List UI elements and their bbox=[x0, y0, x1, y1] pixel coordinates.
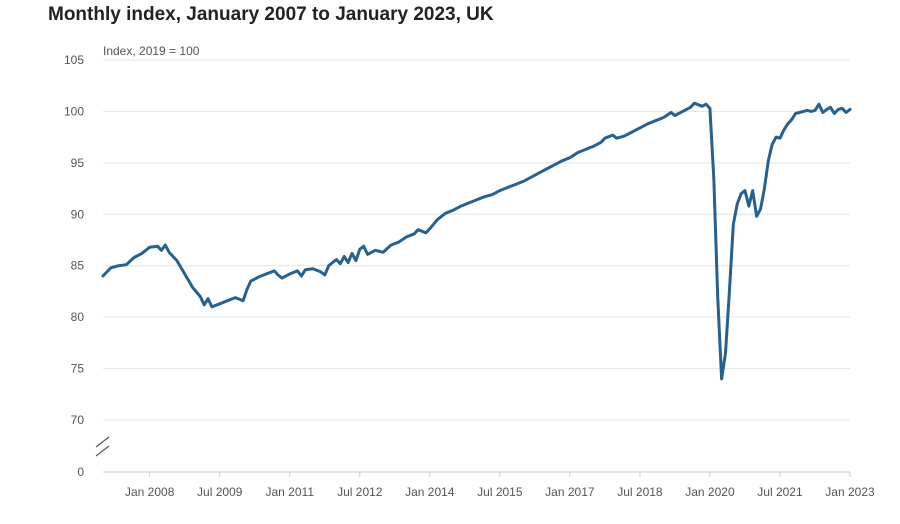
y-tick-label: 95 bbox=[71, 156, 85, 170]
x-tick-label: Jul 2021 bbox=[757, 485, 803, 499]
x-tick-labels: Jan 2008 Jul 2009 Jan 2011 Jul 2012 Jan 2014… bbox=[125, 485, 875, 499]
y-tick-label: 75 bbox=[71, 362, 85, 376]
y-tick-label: 85 bbox=[71, 259, 85, 273]
axis-break-mark bbox=[95, 445, 110, 457]
x-tick-label: Jul 2015 bbox=[477, 485, 523, 499]
axes bbox=[95, 436, 851, 477]
y-tick-label: 105 bbox=[64, 53, 84, 67]
y-tick-label: 0 bbox=[77, 465, 84, 479]
y-tick-label: 70 bbox=[71, 413, 85, 427]
chart-title: Monthly index, January 2007 to January 2… bbox=[48, 4, 494, 25]
x-tick-label: Jan 2008 bbox=[125, 485, 175, 499]
axis-break-mark bbox=[95, 436, 110, 448]
series-layer bbox=[101, 101, 852, 381]
y-tick-label: 100 bbox=[64, 104, 84, 118]
x-tick-label: Jan 2023 bbox=[825, 485, 875, 499]
x-tick-label: Jan 2020 bbox=[685, 485, 735, 499]
x-tick-label: Jan 2017 bbox=[545, 485, 595, 499]
x-tick-label: Jul 2018 bbox=[617, 485, 663, 499]
y-tick-label: 90 bbox=[71, 207, 85, 221]
x-tick-label: Jul 2009 bbox=[197, 485, 243, 499]
x-tick-label: Jan 2011 bbox=[266, 485, 315, 499]
y-unit-label: Index, 2019 = 100 bbox=[103, 44, 200, 58]
gridlines bbox=[103, 59, 850, 421]
x-tick-label: Jan 2014 bbox=[405, 485, 455, 499]
series-line bbox=[101, 101, 852, 381]
x-tick-label: Jul 2012 bbox=[337, 485, 383, 499]
y-tick-label: 80 bbox=[71, 310, 85, 324]
y-tick-labels: 0 70 75 80 85 90 95 100 105 bbox=[64, 53, 84, 479]
